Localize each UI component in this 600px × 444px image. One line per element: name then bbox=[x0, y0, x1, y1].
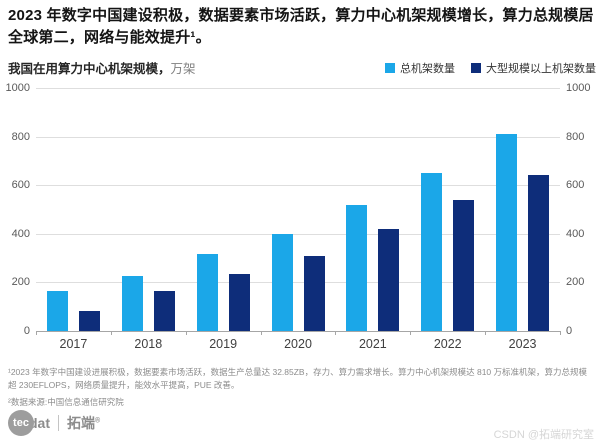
bar-group-2019 bbox=[186, 88, 261, 331]
x-axis-label-2018: 2018 bbox=[134, 337, 163, 351]
x-axis-label-2023: 2023 bbox=[508, 337, 537, 351]
y-axis-label-left: 200 bbox=[11, 276, 30, 289]
chart-subhead: 我国在用算力中心机架规模，万架 总机架数量 大型规模以上机架数量 bbox=[8, 58, 596, 77]
bottom-row: tec dat 拓端® CSDN @拓端研究室 bbox=[0, 408, 600, 444]
bar-group-2022 bbox=[410, 88, 485, 331]
bar-大型规模以上机架数量-2022 bbox=[453, 199, 475, 331]
y-axis-label-left: 400 bbox=[11, 227, 30, 240]
gridline bbox=[36, 185, 560, 187]
bar-大型规模以上机架数量-2019 bbox=[228, 273, 250, 331]
gridline bbox=[36, 233, 560, 235]
bar-group-2017 bbox=[36, 88, 111, 331]
y-axis-label-left: 1000 bbox=[5, 82, 30, 94]
bar-总机架数量-2023 bbox=[496, 134, 518, 331]
bar-chart: 0 0 200 200 400 400 600 600 800 800 1000 1000 2017 20… bbox=[0, 83, 600, 363]
bar-group-2020 bbox=[261, 88, 336, 331]
tecdat-brand: 拓端® bbox=[67, 415, 101, 431]
axis-tick bbox=[110, 331, 112, 335]
y-axis-label-right: 400 bbox=[566, 227, 585, 240]
bar-总机架数量-2021 bbox=[346, 204, 368, 331]
bar-大型规模以上机架数量-2021 bbox=[378, 228, 400, 331]
y-axis-label-right: 1000 bbox=[566, 82, 591, 94]
logo-separator bbox=[58, 415, 59, 431]
bar-大型规模以上机架数量-2018 bbox=[153, 290, 175, 331]
bar-大型规模以上机架数量-2017 bbox=[78, 310, 100, 331]
registered-mark: ® bbox=[95, 417, 101, 425]
bar-总机架数量-2018 bbox=[121, 276, 143, 331]
bar-group-2018 bbox=[111, 88, 186, 331]
bar-总机架数量-2017 bbox=[46, 290, 68, 331]
legend-label: 大型规模以上机架数量 bbox=[486, 63, 596, 75]
tecdat-logo-circle-icon: tec bbox=[8, 410, 34, 436]
axis-tick bbox=[485, 331, 487, 335]
bar-group-2021 bbox=[335, 88, 410, 331]
x-axis-label-2021: 2021 bbox=[358, 337, 387, 351]
axis-tick bbox=[410, 331, 412, 335]
legend-label: 总机架数量 bbox=[400, 63, 455, 75]
footnote-1: ¹2023 年数字中国建设进展积极，数据要素市场活跃，数据生产总量达 32.85… bbox=[8, 367, 588, 390]
legend-item: 大型规模以上机架数量 bbox=[471, 60, 596, 76]
gridline bbox=[36, 282, 560, 284]
y-axis-label-left: 800 bbox=[11, 130, 30, 143]
axis-tick bbox=[260, 331, 262, 335]
y-axis-label-left: 600 bbox=[11, 179, 30, 192]
plot-area bbox=[36, 88, 560, 331]
chart-subtitle: 我国在用算力中心机架规模，万架 bbox=[8, 58, 196, 77]
footnotes: ¹2023 年数字中国建设进展积极，数据要素市场活跃，数据生产总量达 32.85… bbox=[8, 366, 594, 412]
axis-tick bbox=[335, 331, 337, 335]
chart-subtitle-unit: 万架 bbox=[170, 62, 196, 76]
legend-swatch-icon bbox=[471, 63, 481, 73]
legend-swatch-icon bbox=[385, 63, 395, 73]
bar-大型规模以上机架数量-2020 bbox=[303, 255, 325, 331]
y-axis-label-right: 600 bbox=[566, 179, 585, 192]
axis-tick bbox=[185, 331, 187, 335]
bar-大型规模以上机架数量-2023 bbox=[528, 175, 550, 331]
bar-总机架数量-2022 bbox=[421, 173, 443, 331]
page-title: 2023 年数字中国建设积极，数据要素市场活跃，算力中心机架规模增长，算力总规模… bbox=[8, 7, 594, 46]
bar-总机架数量-2020 bbox=[271, 233, 293, 331]
csdn-watermark: CSDN @拓端研究室 bbox=[493, 429, 594, 441]
footnote-2: ²数据来源:中国信息通信研究院 bbox=[8, 396, 124, 407]
gridline bbox=[36, 88, 560, 89]
x-axis-label-2022: 2022 bbox=[433, 337, 462, 351]
chart-subtitle-label: 我国在用算力中心机架规模， bbox=[8, 62, 171, 76]
y-axis-label-right: 800 bbox=[566, 130, 585, 143]
x-axis-labels: 2017 2018 2019 2020 2021 2022 2023 bbox=[36, 337, 560, 351]
bar-group-2023 bbox=[485, 88, 560, 331]
x-axis-label-2017: 2017 bbox=[59, 337, 88, 351]
chart-legend: 总机架数量 大型规模以上机架数量 bbox=[385, 58, 596, 76]
x-axis-label-2020: 2020 bbox=[284, 337, 312, 351]
axis-tick bbox=[36, 331, 37, 335]
y-axis-label-left: 0 bbox=[23, 325, 30, 337]
axis-tick bbox=[560, 331, 561, 335]
legend-item: 总机架数量 bbox=[385, 60, 455, 76]
tecdat-logo: tec dat 拓端® bbox=[8, 410, 100, 436]
y-axis-label-right: 0 bbox=[566, 325, 573, 337]
x-axis-label-2019: 2019 bbox=[209, 337, 238, 351]
bar-总机架数量-2019 bbox=[196, 254, 218, 331]
gridline bbox=[36, 136, 560, 138]
y-axis-label-right: 200 bbox=[566, 276, 585, 289]
x-axis-line bbox=[36, 331, 560, 332]
tecdat-logo-suffix: dat bbox=[29, 415, 50, 431]
